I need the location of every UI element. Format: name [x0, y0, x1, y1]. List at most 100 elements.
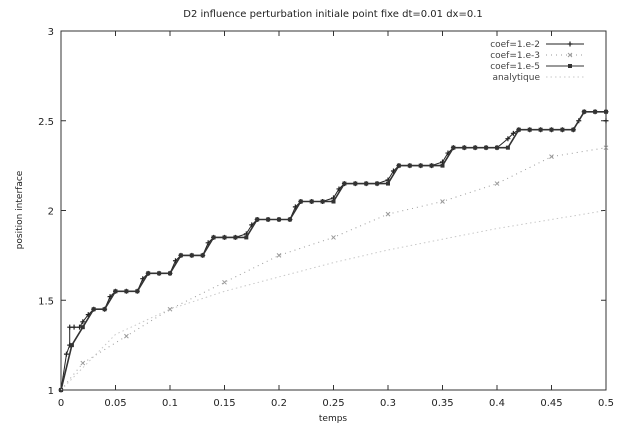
- data-point: [80, 360, 86, 366]
- data-point: [440, 199, 445, 204]
- y-tick-label: 1: [48, 386, 54, 397]
- data-point: [505, 145, 510, 150]
- data-point: [287, 217, 292, 222]
- y-tick-label: 1.5: [38, 296, 54, 307]
- data-point: [244, 235, 249, 240]
- data-point: [396, 163, 401, 168]
- data-point: [146, 271, 151, 276]
- data-point: [342, 181, 347, 186]
- data-point: [549, 154, 554, 160]
- x-tick-label: 0.3: [380, 398, 396, 409]
- legend-label: analytique: [492, 73, 540, 83]
- data-point: [331, 199, 336, 204]
- data-point: [353, 181, 358, 186]
- data-point: [233, 235, 238, 240]
- y-tick-label: 2: [48, 207, 54, 218]
- x-tick-label: 0.2: [271, 398, 287, 409]
- data-point: [495, 145, 499, 150]
- data-point: [80, 319, 86, 325]
- legend-label: coef=1.e-3: [490, 51, 540, 61]
- data-point: [604, 109, 608, 114]
- x-tick-label: 0.05: [104, 398, 126, 409]
- data-point: [222, 279, 227, 285]
- data-point: [211, 235, 216, 240]
- x-tick-label: 0.25: [322, 398, 344, 409]
- data-point: [67, 324, 73, 330]
- legend-label: coef=1.e-2: [490, 40, 540, 50]
- data-point: [298, 199, 303, 204]
- data-point: [451, 145, 456, 150]
- data-point: [440, 163, 445, 168]
- data-point: [255, 217, 260, 222]
- data-point: [364, 181, 369, 186]
- x-axis: 0 0.05 0.1 0.15 0.2 0.25 0.3 0.35 0.4 0.45 0.5: [58, 31, 614, 409]
- data-point: [538, 127, 543, 132]
- data-point: [462, 145, 467, 150]
- data-point: [124, 333, 129, 339]
- data-point: [266, 217, 271, 222]
- y-tick-label: 2.5: [38, 117, 54, 128]
- data-point: [276, 253, 282, 258]
- data-point: [582, 109, 587, 114]
- data-point: [407, 163, 412, 168]
- data-point: [63, 351, 69, 357]
- data-point: [375, 181, 380, 186]
- data-point: [277, 217, 281, 222]
- data-point: [567, 41, 573, 47]
- series-layer: [58, 109, 609, 393]
- data-point: [560, 127, 565, 132]
- data-point: [429, 163, 434, 168]
- x-tick-label: 0.45: [540, 398, 562, 409]
- data-point: [91, 307, 96, 312]
- data-point: [157, 271, 162, 276]
- data-point: [168, 271, 172, 276]
- plot-area: [60, 30, 607, 391]
- x-tick-label: 0.1: [162, 398, 178, 409]
- data-point: [473, 145, 478, 150]
- data-point: [567, 52, 573, 58]
- x-tick-label: 0.4: [489, 398, 505, 409]
- data-point: [549, 127, 554, 132]
- x-tick-label: 0: [58, 398, 64, 409]
- data-point: [603, 118, 609, 124]
- y-axis-label: position interface: [15, 170, 25, 249]
- x-tick-label: 0.35: [431, 398, 453, 409]
- data-point: [603, 145, 609, 151]
- data-point: [331, 235, 336, 240]
- x-tick-label: 0.5: [598, 398, 614, 409]
- data-point: [124, 289, 129, 294]
- data-point: [593, 109, 598, 114]
- series-4: [60, 210, 607, 391]
- data-point: [189, 253, 194, 258]
- data-point: [320, 199, 325, 204]
- data-point: [568, 64, 572, 68]
- data-point: [69, 343, 74, 348]
- data-point: [135, 289, 140, 294]
- data-point: [80, 325, 85, 330]
- chart-title: D2 influence perturbation initiale point…: [183, 9, 483, 20]
- x-tick-label: 0.15: [213, 398, 235, 409]
- data-point: [167, 306, 173, 312]
- data-point: [222, 235, 227, 240]
- data-point: [71, 324, 77, 330]
- data-point: [113, 289, 118, 294]
- data-point: [200, 253, 205, 258]
- x-axis-label: temps: [319, 414, 348, 424]
- y-tick-label: 3: [48, 27, 54, 38]
- data-point: [516, 127, 521, 132]
- data-point: [418, 163, 423, 168]
- data-point: [527, 127, 532, 132]
- data-point: [484, 145, 489, 150]
- data-point: [510, 130, 516, 136]
- legend-label: coef=1.e-5: [490, 62, 540, 72]
- data-point: [178, 253, 183, 258]
- data-point: [571, 127, 576, 132]
- data-point: [309, 199, 314, 204]
- data-point: [102, 307, 107, 312]
- data-point: [386, 181, 390, 186]
- data-point: [505, 136, 511, 142]
- data-point: [494, 181, 500, 186]
- data-point: [385, 211, 391, 217]
